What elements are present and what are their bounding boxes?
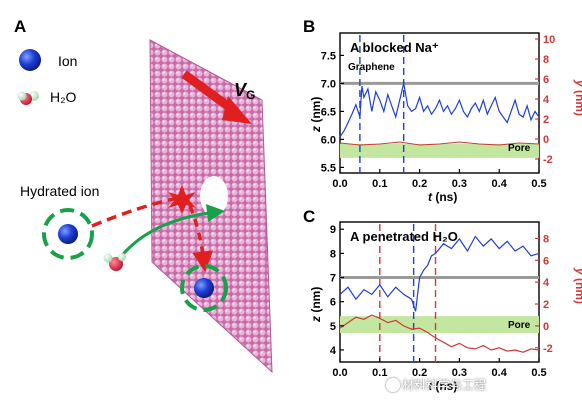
y-left-tick-label: 7.0 — [321, 78, 336, 90]
water-legend-label: H₂O — [50, 89, 77, 105]
y-left-tick-label: 8 — [330, 248, 336, 260]
x-tick-label: 0.1 — [372, 178, 387, 190]
water-path-green — [118, 204, 225, 259]
water-legend-icon — [17, 91, 39, 105]
x-tick-label: 0.2 — [412, 367, 427, 379]
ion-path-red — [91, 196, 179, 228]
ion-legend-label: Ion — [58, 53, 77, 69]
chart-title: A penetrated H₂O — [350, 229, 458, 244]
pore-band — [340, 316, 539, 334]
y-right-label: y (nm) — [573, 267, 582, 304]
velocity-arrow-head — [222, 96, 252, 124]
y-right-tick-label: 4 — [543, 94, 550, 106]
x-tick-label: 0.3 — [452, 178, 467, 190]
y-left-tick-label: 6.5 — [321, 106, 336, 118]
y-right-tick-label: 8 — [543, 233, 549, 245]
ion-path-red-down — [188, 205, 214, 273]
y-trace — [339, 314, 540, 353]
y-right-tick-label: 0 — [543, 321, 549, 333]
y-right-label: y (nm) — [573, 79, 582, 116]
pore-label: Pore — [508, 143, 531, 154]
y-right-tick-label: 10 — [543, 34, 555, 46]
watermark: 材料科学与工程 — [402, 378, 487, 392]
watermark-icon — [386, 378, 400, 392]
x-tick-label: 0.0 — [332, 367, 347, 379]
y-right-tick-label: 6 — [543, 255, 549, 267]
pore-label: Pore — [508, 320, 531, 331]
x-axis-label: t (ns) — [428, 190, 457, 204]
x-tick-label: 0.4 — [492, 178, 508, 190]
y-left-tick-label: 4 — [330, 345, 337, 357]
panel-c: C A penetrated H₂O Pore 0.0 0.1 0.2 0.3 0.4 0… — [303, 207, 582, 393]
y-left-label: z (nm) — [309, 97, 323, 133]
event-lines — [359, 35, 405, 173]
y-right-tick-label: -2 — [543, 154, 553, 166]
y-right-tick-label: 0 — [543, 134, 549, 146]
y-left-tick-label: 6.0 — [321, 134, 336, 146]
y-left-label: z (nm) — [309, 287, 323, 323]
y-right-tick-label: 8 — [543, 54, 549, 66]
y-left-ticks: 4 5 6 7 8 9 — [330, 224, 344, 357]
z-trace — [339, 235, 540, 312]
y-left-tick-label: 5.5 — [321, 162, 336, 174]
collision-star-icon — [168, 185, 196, 214]
blocked-ion — [194, 278, 214, 298]
panel-b-label: B — [303, 17, 315, 36]
x-tick-label: 0.5 — [531, 178, 546, 190]
blocked-ion-shell — [180, 264, 228, 312]
hydrated-ion-label: Hydrated ion — [20, 183, 99, 199]
y-right-tick-label: 2 — [543, 114, 549, 126]
panel-b-frame — [339, 32, 540, 174]
graphene-pore — [200, 176, 228, 216]
y-right-tick-label: 6 — [543, 74, 549, 86]
panel-c-label: C — [303, 207, 315, 226]
event-lines — [379, 224, 437, 362]
water-molecule-icon — [103, 253, 126, 271]
velocity-label: VG — [234, 80, 255, 102]
y-trace — [339, 141, 540, 146]
panel-c-frame — [339, 221, 540, 363]
chart-title: A blocked Na⁺ — [350, 40, 439, 55]
y-left-tick-label: 7.5 — [321, 50, 336, 62]
x-tick-label: 0.3 — [452, 367, 467, 379]
panel-a-label: A — [14, 17, 26, 36]
x-tick-label: 0.4 — [492, 367, 508, 379]
hydrated-ion — [58, 224, 78, 244]
panel-a: A Ion H₂O VG Hydrated ion — [14, 17, 273, 374]
x-tick-label: 0.0 — [332, 178, 347, 190]
graphene-label: Graphene — [348, 62, 395, 73]
x-tick-label: 0.2 — [412, 178, 427, 190]
z-trace — [339, 83, 540, 137]
x-axis-label: t (ns) — [428, 379, 457, 393]
panel-b: B A blocked Na⁺ Graphene Pore 0.0 0.1 0.2 0… — [303, 17, 582, 204]
y-left-tick-label: 6 — [330, 297, 336, 309]
y-right-tick-label: -2 — [543, 343, 553, 355]
y-left-tick-label: 9 — [330, 224, 336, 236]
x-ticks: 0.0 0.1 0.2 0.3 0.4 0.5 — [332, 358, 547, 379]
y-right-tick-label: 4 — [543, 277, 550, 289]
hydration-shell — [42, 208, 94, 260]
ion-legend-icon — [19, 49, 41, 71]
x-tick-label: 0.5 — [531, 367, 546, 379]
y-left-ticks: 5.5 6.0 6.5 7.0 7.5 — [321, 50, 344, 174]
x-tick-label: 0.1 — [372, 367, 387, 379]
y-left-tick-label: 5 — [330, 321, 336, 333]
x-ticks: 0.0 0.1 0.2 0.3 0.4 0.5 — [332, 169, 547, 190]
y-right-ticks: -2 0 2 4 6 8 — [535, 233, 553, 355]
y-right-ticks: -2 0 2 4 6 8 10 — [535, 34, 555, 166]
y-left-tick-label: 7 — [330, 273, 336, 285]
y-right-tick-label: 2 — [543, 299, 549, 311]
pore-band — [340, 143, 539, 158]
